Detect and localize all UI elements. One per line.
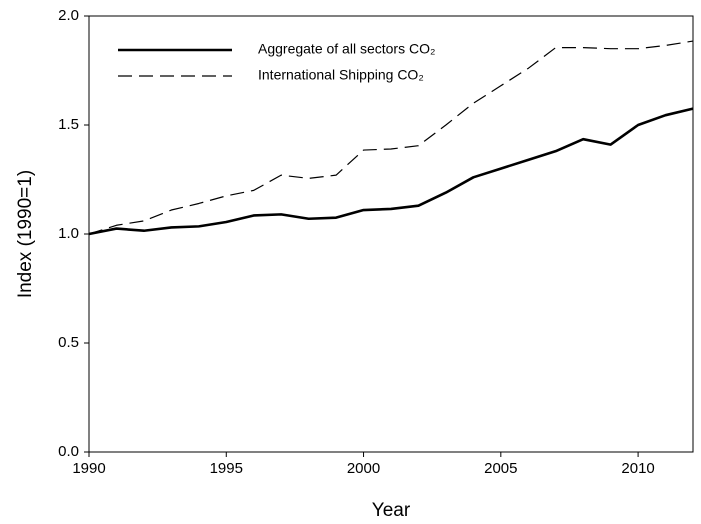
- y-tick-label: 0.5: [58, 334, 79, 351]
- y-tick-label: 0.0: [58, 443, 79, 460]
- x-tick-label: 2000: [347, 460, 380, 477]
- x-tick-label: 1990: [72, 460, 105, 477]
- x-tick-label: 1995: [210, 460, 243, 477]
- x-tick-label: 2005: [484, 460, 517, 477]
- y-tick-label: 1.5: [58, 116, 79, 133]
- legend-label: Aggregate of all sectors CO₂: [258, 41, 435, 57]
- y-tick-label: 1.0: [58, 225, 79, 242]
- data-line: [88, 107, 694, 236]
- x-tick-label: 2010: [621, 460, 654, 477]
- y-tick-label: 2.0: [58, 7, 79, 24]
- x-axis-title: Year: [372, 500, 411, 521]
- y-axis-title: Index (1990=1): [15, 170, 36, 298]
- data-line: [88, 40, 694, 235]
- legend-label: International Shipping CO₂: [258, 67, 424, 83]
